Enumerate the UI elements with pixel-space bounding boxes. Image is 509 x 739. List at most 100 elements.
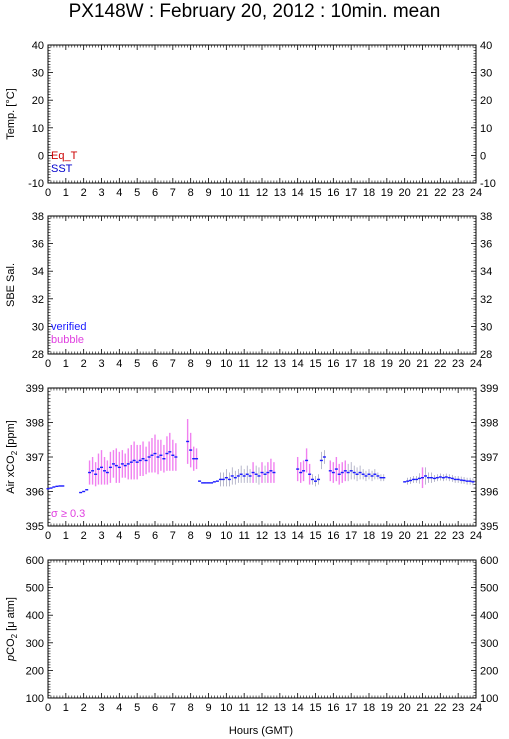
y-tick-label-right: 30	[480, 68, 492, 80]
data-point	[135, 461, 139, 463]
data-point	[334, 468, 338, 470]
data-point	[224, 477, 228, 479]
x-tick-label: 13	[274, 530, 286, 542]
y-tick-label-left: 398	[26, 418, 44, 430]
data-point	[236, 475, 240, 477]
data-point	[147, 456, 151, 458]
data-point	[162, 458, 166, 460]
x-tick-label: 15	[309, 702, 321, 714]
x-tick-label: 23	[452, 702, 464, 714]
x-tick-label: 13	[274, 187, 286, 199]
x-tick-label: 12	[256, 358, 268, 370]
x-tick-label: 1	[63, 187, 69, 199]
data-point	[88, 471, 92, 474]
y-tick-label-left: 32	[32, 294, 44, 306]
data-point	[465, 480, 469, 482]
data-point	[471, 481, 475, 483]
x-tick-label: 9	[205, 530, 211, 542]
x-tick-label: 1	[63, 358, 69, 370]
y-axis-label: SBE Sal.	[5, 263, 17, 307]
x-tick-label: 21	[416, 702, 428, 714]
data-point	[233, 477, 237, 479]
x-tick-label: 7	[170, 530, 176, 542]
y-tick-label-left: 396	[26, 487, 44, 499]
x-tick-label: 10	[220, 530, 232, 542]
x-tick-label: 16	[327, 187, 339, 199]
data-point	[417, 477, 421, 480]
y-tick-label-right: 10	[480, 123, 492, 135]
x-tick-label: 6	[152, 702, 158, 714]
data-point	[218, 478, 222, 481]
x-tick-label: 0	[45, 358, 51, 370]
y-tick-label-right: 500	[480, 583, 498, 595]
x-tick-label: 20	[399, 358, 411, 370]
x-tick-label: 24	[470, 702, 482, 714]
x-tick-label: 19	[381, 187, 393, 199]
data-point	[156, 456, 160, 458]
legend-entry: bubble	[51, 334, 84, 346]
data-point	[203, 482, 207, 484]
x-tick-label: 3	[98, 530, 104, 542]
x-tick-label: 14	[292, 187, 304, 199]
x-tick-label: 6	[152, 530, 158, 542]
x-tick-label: 17	[345, 530, 357, 542]
panel-4: 0 1 2 3 4 5 6 7 8 9 10 11 12 13 14 15 16 17 18 19 20 21 22 23 24…	[5, 555, 498, 714]
x-tick-label: 2	[81, 187, 87, 199]
x-tick-label: 20	[399, 530, 411, 542]
y-tick-label-right: 100	[480, 693, 498, 705]
x-tick-label: 15	[309, 187, 321, 199]
y-tick-label-left: 200	[26, 665, 44, 677]
plot-frame	[47, 215, 477, 355]
x-tick-label: 18	[363, 530, 375, 542]
y-tick-label-right: 28	[480, 349, 492, 361]
data-point	[221, 478, 225, 481]
x-tick-label: 2	[81, 530, 87, 542]
data-point	[426, 477, 430, 479]
x-tick-label: 22	[434, 358, 446, 370]
data-point	[361, 473, 365, 475]
x-tick-label: 6	[152, 358, 158, 370]
y-tick-label-left: 100	[26, 693, 44, 705]
data-point	[382, 477, 386, 479]
x-tick-label: 1	[63, 530, 69, 542]
data-point	[103, 470, 107, 472]
x-tick-label: 2	[81, 358, 87, 370]
data-point	[314, 480, 317, 482]
data-point	[269, 470, 273, 472]
x-tick-label: 10	[220, 187, 232, 199]
x-tick-label: 14	[292, 702, 304, 714]
x-tick-label: 1	[63, 702, 69, 714]
plot-frame	[47, 44, 477, 184]
data-point	[415, 478, 419, 481]
y-tick-label-left: 397	[26, 452, 44, 464]
panels: 0 1 2 3 4 5 6 7 8 9 10 11 12 13 14 15 16 17 18 19 20 21 22 23 24…	[5, 40, 498, 714]
x-tick-label: 13	[274, 358, 286, 370]
y-tick-label-right: 40	[480, 40, 492, 52]
data-point	[322, 456, 326, 458]
data-point	[317, 478, 321, 481]
legend-entry: Eq_T	[51, 150, 78, 162]
y-tick-label-right: 397	[480, 452, 498, 464]
x-tick-label: 3	[98, 358, 104, 370]
data-point	[459, 479, 463, 481]
legend-entry: verified	[51, 321, 86, 333]
y-tick-label-left: 38	[32, 211, 44, 223]
data-point	[192, 458, 196, 460]
y-tick-label-left: 36	[32, 239, 44, 251]
y-axis-label: Temp. [°C]	[5, 88, 17, 139]
x-tick-label: 18	[363, 702, 375, 714]
data-point	[174, 456, 178, 458]
x-tick-label: 16	[327, 702, 339, 714]
data-point	[367, 473, 371, 475]
data-point	[450, 477, 454, 480]
x-tick-label: 24	[470, 358, 482, 370]
x-tick-label: 23	[452, 358, 464, 370]
x-tick-label: 5	[134, 358, 140, 370]
data-point	[343, 470, 347, 472]
x-tick-label: 0	[45, 702, 51, 714]
data-point	[441, 477, 445, 479]
data-point	[299, 471, 303, 474]
data-point	[429, 477, 433, 479]
data-point	[319, 459, 323, 462]
